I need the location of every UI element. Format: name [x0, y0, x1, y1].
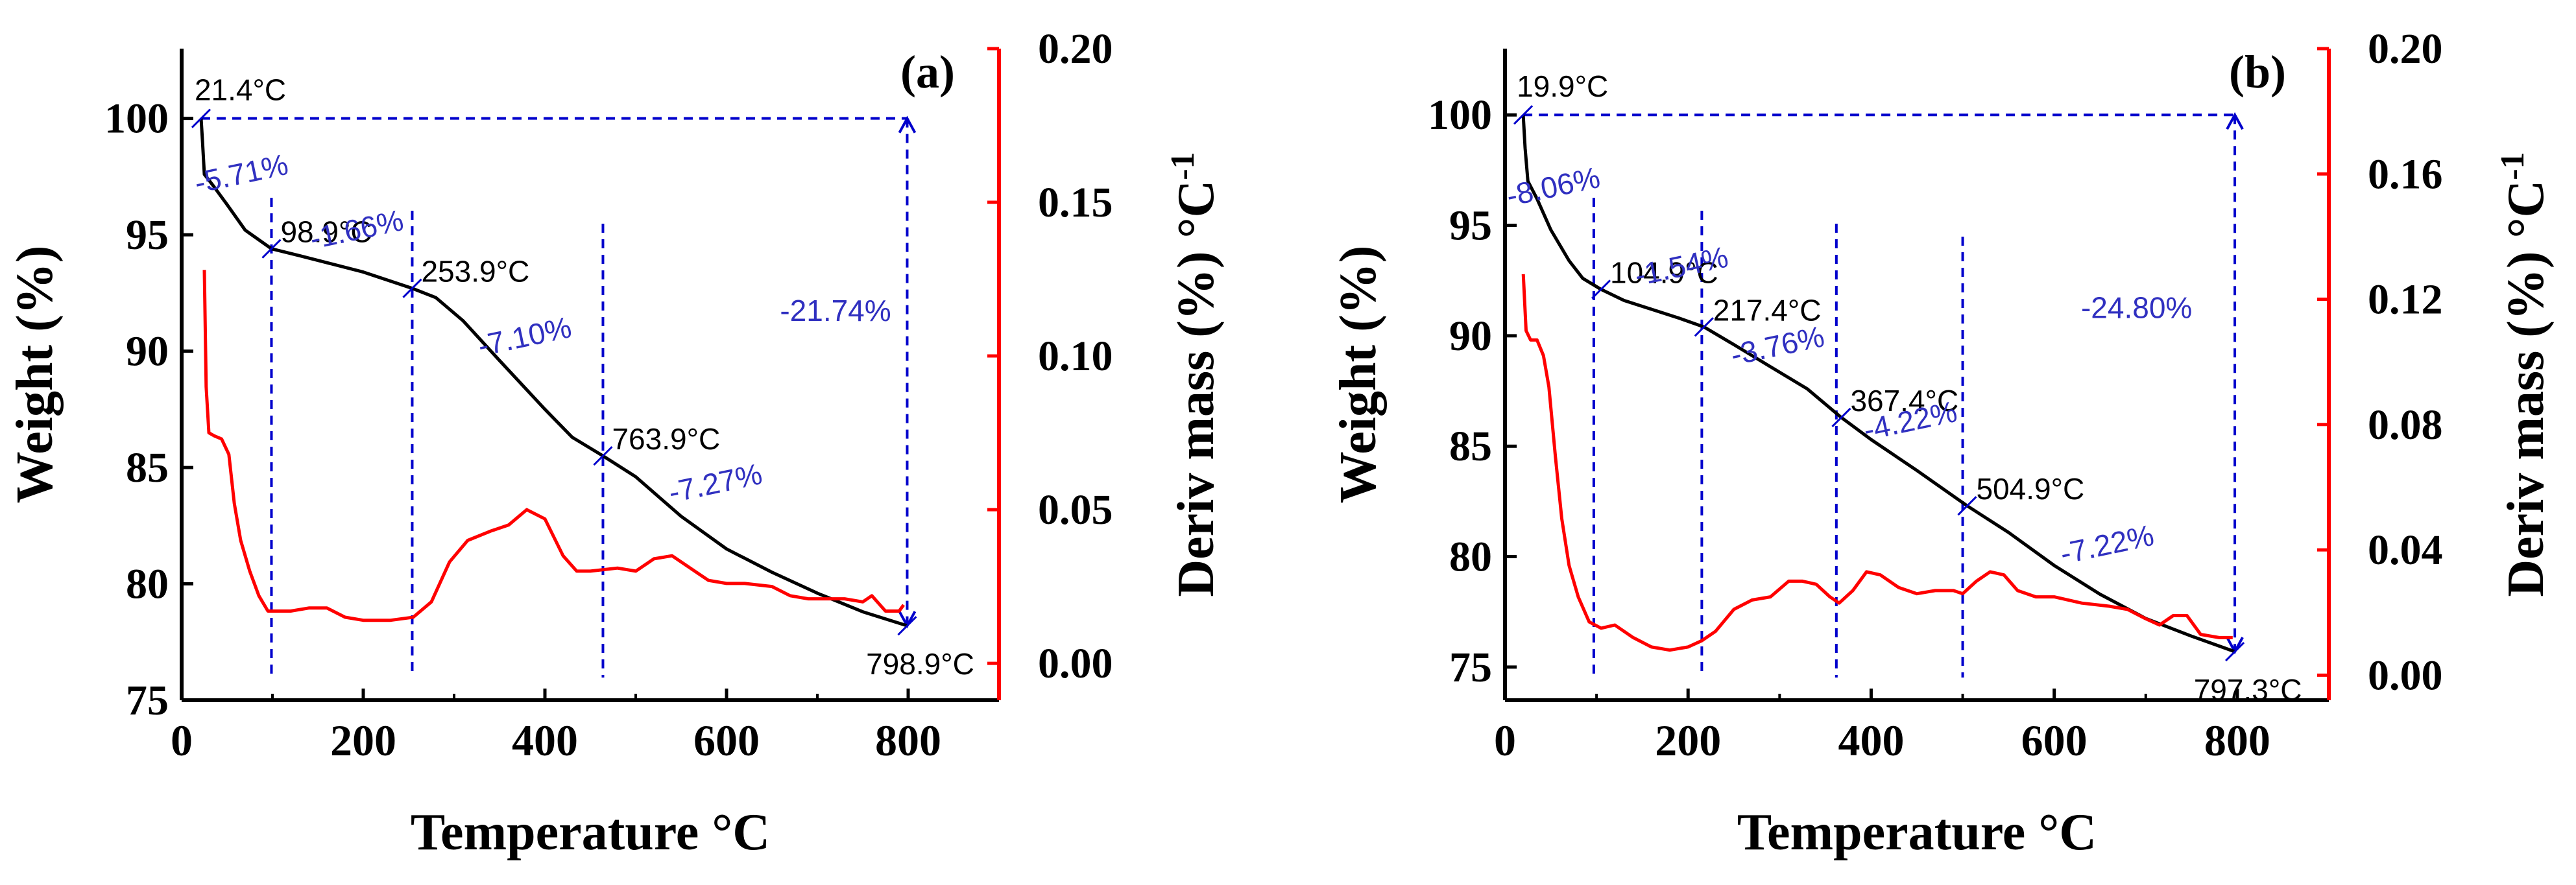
y-right-tick-label: 0.12 [2368, 276, 2443, 324]
temperature-annotation: 104.9°C [1610, 255, 1718, 289]
temperature-annotation: 763.9°C [612, 422, 720, 456]
weight-loss-annotation: -3.76% [1727, 319, 1827, 372]
y-left-tick-label: 75 [1449, 644, 1492, 691]
x-tick-label: 400 [1838, 716, 1904, 765]
temperature-marker [402, 278, 422, 298]
guide-arrowhead-up [898, 115, 917, 134]
y-right-axis-title-superscript: -1 [2494, 152, 2531, 180]
y-left-tick-label: 90 [126, 328, 169, 375]
temperature-annotation: 504.9°C [1976, 472, 2084, 506]
temperature-annotation: 798.9°C [866, 647, 974, 681]
temperature-annotation: 217.4°C [1713, 293, 1822, 327]
panel-label: (b) [2229, 46, 2286, 98]
x-tick-label: 800 [2204, 716, 2270, 765]
temperature-annotation: 21.4°C [195, 73, 286, 107]
x-tick-label: 0 [171, 716, 193, 765]
weight-loss-annotation: -7.27% [666, 456, 765, 509]
y-left-tick-label: 100 [104, 95, 169, 143]
weight-loss-annotation: -21.74% [780, 294, 891, 327]
y-right-tick-label: 0.00 [2368, 652, 2443, 699]
y-left-tick-label: 80 [126, 561, 169, 608]
temperature-marker [897, 616, 917, 636]
y-left-axis-title: Weight (%) [1330, 246, 1387, 504]
y-right-tick-label: 0.20 [2368, 25, 2443, 73]
y-left-tick-label: 75 [126, 677, 169, 724]
chart-panel-a: 0 200 400 600 800 75 80 85 90 95 100 0.00 0.05 0.10 0.… [6, 25, 1225, 861]
y-right-axis-title-superscript: -1 [1164, 152, 1201, 180]
y-left-axis-title: Weight (%) [6, 246, 64, 504]
temperature-marker [261, 239, 282, 259]
y-left-tick-label: 95 [126, 211, 169, 259]
temperature-marker [1591, 279, 1611, 300]
temperature-marker [593, 446, 613, 466]
y-right-tick-label: 0.15 [1038, 179, 1113, 226]
panel-label: (a) [900, 46, 955, 98]
y-right-axis-title: Deriv mass (%) °C-1 [2494, 152, 2555, 596]
y-right-tick-label: 0.05 [1038, 486, 1113, 534]
y-right-axis-title-main: Deriv mass (%) °C [1168, 180, 1225, 597]
weight-loss-annotation: -8.06% [1504, 160, 1603, 213]
x-tick-label: 0 [1494, 716, 1516, 765]
temperature-annotation: 367.4°C [1850, 384, 1958, 418]
x-tick-label: 600 [693, 716, 760, 765]
x-tick-label: 400 [512, 716, 578, 765]
temperature-marker [1694, 317, 1714, 337]
weight-loss-annotation: -7.22% [2057, 518, 2156, 571]
y-left-tick-label: 100 [1428, 91, 1492, 139]
temperature-annotation: 797.3°C [2194, 673, 2302, 707]
y-left-tick-label: 85 [1449, 423, 1492, 470]
temperature-annotation: 98.9°C [280, 215, 372, 249]
weight-loss-annotation: -24.80% [2081, 291, 2192, 325]
y-right-tick-label: 0.00 [1038, 640, 1113, 687]
y-left-tick-label: 80 [1449, 534, 1492, 581]
x-tick-label: 200 [330, 716, 396, 765]
temperature-annotation: 253.9°C [421, 255, 529, 289]
y-left-tick-label: 95 [1449, 202, 1492, 250]
temperature-marker [1957, 496, 1977, 516]
y-right-tick-label: 0.10 [1038, 333, 1113, 380]
y-right-tick-label: 0.08 [2368, 401, 2443, 449]
temperature-marker [2225, 641, 2245, 662]
y-right-tick-label: 0.20 [1038, 25, 1113, 73]
temperature-marker [191, 108, 211, 128]
temperature-marker [1831, 407, 1851, 427]
x-tick-label: 600 [2021, 716, 2088, 765]
y-left-tick-label: 85 [126, 444, 169, 491]
chart-panel-b: 0 200 400 600 800 75 80 85 90 95 100 0.00 0.04 0.08 0.… [1330, 25, 2555, 861]
weight-loss-annotation: -5.71% [191, 147, 291, 200]
guide-arrowhead-up [2226, 112, 2244, 130]
x-tick-label: 200 [1655, 716, 1721, 765]
x-tick-label: 800 [875, 716, 941, 765]
weight-loss-annotation: -7.10% [475, 310, 574, 362]
weight-curve-line [1521, 115, 2235, 654]
dtg-curve-line [202, 270, 906, 622]
weight-curve-line [199, 118, 908, 628]
dtg-curve-line [1521, 274, 2233, 652]
x-axis-title: Temperature °C [1737, 804, 2097, 861]
temperature-marker [1513, 105, 1534, 125]
temperature-annotation: 19.9°C [1517, 69, 1608, 103]
y-right-axis-title: Deriv mass (%) °C-1 [1164, 152, 1225, 596]
y-right-tick-label: 0.04 [2368, 526, 2443, 574]
y-left-tick-label: 90 [1449, 313, 1492, 360]
y-right-tick-label: 0.16 [2368, 150, 2443, 198]
y-right-axis-title-main: Deriv mass (%) °C [2498, 180, 2555, 597]
x-axis-title: Temperature °C [411, 804, 770, 861]
